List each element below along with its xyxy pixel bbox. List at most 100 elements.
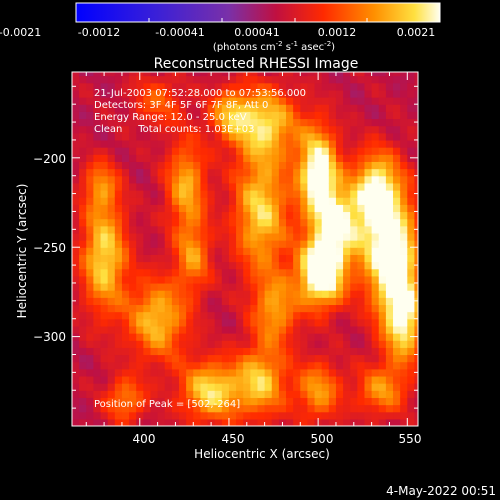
heatmap-cell: [357, 282, 366, 291]
heatmap-cell: [243, 297, 251, 306]
heatmap-cell: [350, 139, 358, 148]
heatmap-cell: [385, 290, 394, 298]
heatmap-cell: [121, 72, 130, 77]
heatmap-cell: [207, 139, 216, 148]
heatmap-cell: [385, 89, 394, 98]
heatmap-cell: [371, 383, 380, 391]
heatmap-cell: [129, 118, 137, 127]
heatmap-cell: [121, 182, 130, 191]
heatmap-cell: [121, 161, 130, 170]
heatmap-cell: [300, 204, 309, 213]
heatmap-cell: [121, 118, 130, 127]
heatmap-cell: [343, 175, 351, 184]
heatmap-cell: [307, 182, 316, 191]
heatmap-cell: [314, 347, 323, 356]
heatmap-cell: [193, 204, 202, 213]
heatmap-cell: [343, 261, 351, 270]
heatmap-cell: [364, 168, 373, 177]
heatmap-cell: [243, 211, 251, 220]
heatmap-cell: [228, 104, 237, 112]
heatmap-cell: [79, 161, 87, 170]
heatmap-cell: [228, 218, 237, 227]
heatmap-cell: [93, 154, 102, 162]
heatmap-cell: [378, 211, 387, 220]
heatmap-cell: [250, 304, 259, 313]
heatmap-cell: [129, 325, 137, 334]
heatmap-cell: [193, 254, 202, 263]
heatmap-cell: [207, 347, 216, 356]
heatmap-cell: [321, 390, 330, 398]
heatmap-cell: [350, 340, 358, 348]
heatmap-cell: [335, 89, 344, 98]
heatmap-cell: [257, 304, 266, 313]
heatmap-cell: [343, 333, 351, 341]
heatmap-cell: [286, 82, 294, 91]
heatmap-cell: [278, 125, 287, 134]
heatmap-cell: [271, 390, 280, 398]
heatmap-cell: [378, 282, 387, 291]
heatmap-cell: [93, 225, 102, 234]
heatmap-cell: [293, 161, 301, 170]
heatmap-cell: [221, 118, 230, 127]
annotation-clean-counts: Clean Total counts: 1.03E+03: [94, 124, 254, 135]
heatmap-cell: [335, 368, 344, 377]
heatmap-cell: [314, 411, 323, 420]
heatmap-cell: [121, 197, 130, 205]
heatmap-cell: [107, 340, 116, 348]
heatmap-cell: [200, 232, 209, 241]
heatmap-cell: [293, 347, 301, 356]
heatmap-cell: [335, 154, 344, 162]
heatmap-cell: [179, 182, 187, 191]
heatmap-cell: [143, 111, 152, 120]
heatmap-cell: [157, 111, 166, 120]
heatmap-cell: [300, 104, 309, 112]
colorbar-tick-label: -0.0021: [0, 26, 41, 39]
heatmap-cell: [79, 72, 87, 77]
heatmap-cell: [378, 347, 387, 356]
heatmap-cell: [114, 347, 123, 356]
heatmap-cell: [364, 111, 373, 120]
heatmap-cell: [378, 204, 387, 213]
heatmap-cell: [393, 132, 401, 141]
heatmap-cell: [150, 182, 159, 191]
heatmap-cell: [385, 333, 394, 341]
heatmap-cell: [321, 104, 330, 112]
heatmap-cell: [286, 282, 294, 291]
heatmap-cell: [236, 154, 244, 162]
heatmap-cell: [214, 175, 223, 184]
heatmap-cell: [236, 340, 244, 348]
heatmap-cell: [314, 275, 323, 284]
heatmap-cell: [221, 182, 230, 191]
heatmap-cell: [407, 311, 416, 320]
heatmap-cell: [79, 154, 87, 162]
heatmap-cell: [400, 354, 408, 363]
heatmap-cell: [236, 297, 244, 306]
heatmap-cell: [143, 375, 152, 384]
heatmap-cell: [143, 182, 152, 191]
heatmap-cell: [286, 290, 294, 298]
heatmap-cell: [193, 282, 202, 291]
heatmap-cell: [335, 175, 344, 184]
heatmap-cell: [100, 118, 109, 127]
heatmap-cell: [378, 275, 387, 284]
heatmap-cell: [314, 82, 323, 91]
heatmap-cell: [171, 240, 180, 248]
heatmap-cell: [79, 404, 87, 413]
heatmap-cell: [371, 132, 380, 141]
heatmap-cell: [314, 147, 323, 155]
heatmap-cell: [157, 290, 166, 298]
heatmap-cell: [400, 154, 408, 162]
heatmap-cell: [129, 247, 137, 255]
heatmap-cell: [393, 175, 401, 184]
heatmap-cell: [357, 390, 366, 398]
heatmap-cell: [200, 218, 209, 227]
heatmap-cell: [385, 154, 394, 162]
heatmap-cell: [150, 268, 159, 277]
heatmap-cell: [400, 132, 408, 141]
heatmap-cell: [257, 247, 266, 255]
heatmap-cell: [236, 104, 244, 112]
heatmap-cell: [186, 397, 194, 406]
heatmap-cell: [407, 290, 416, 298]
heatmap-cell: [357, 139, 366, 148]
heatmap-cell: [121, 111, 130, 120]
